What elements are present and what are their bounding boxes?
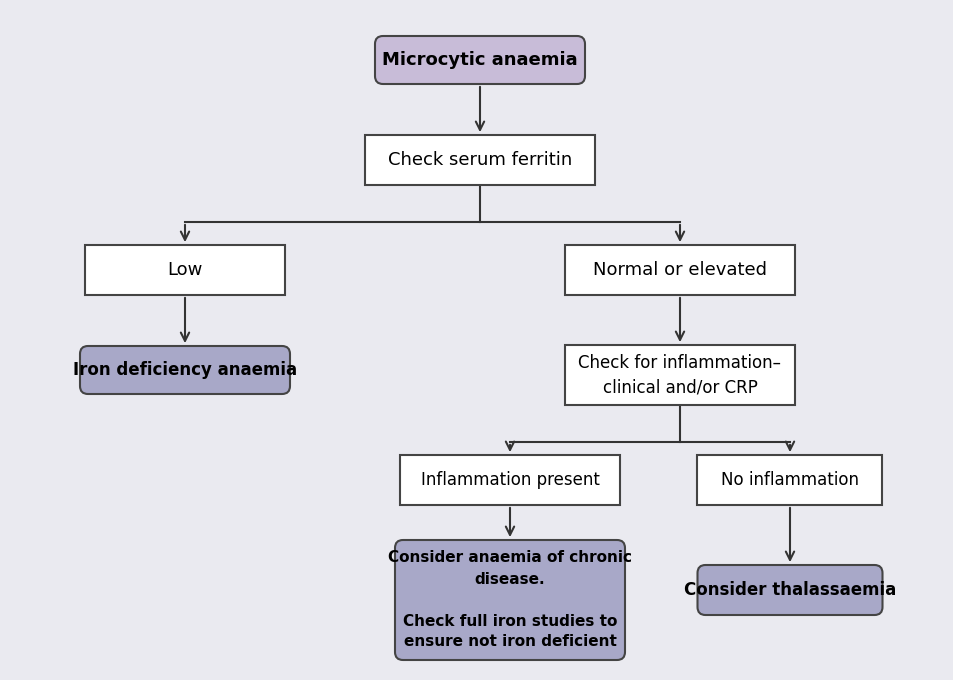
FancyBboxPatch shape (85, 245, 285, 295)
FancyBboxPatch shape (564, 245, 794, 295)
FancyBboxPatch shape (365, 135, 595, 185)
Text: Check for inflammation–
clinical and/or CRP: Check for inflammation– clinical and/or … (578, 354, 781, 396)
FancyBboxPatch shape (395, 540, 624, 660)
FancyBboxPatch shape (375, 36, 584, 84)
FancyBboxPatch shape (697, 565, 882, 615)
Text: Consider anaemia of chronic
disease.

Check full iron studies to
ensure not iron: Consider anaemia of chronic disease. Che… (388, 551, 631, 649)
Text: Microcytic anaemia: Microcytic anaemia (382, 51, 578, 69)
FancyBboxPatch shape (564, 345, 794, 405)
Text: Consider thalassaemia: Consider thalassaemia (683, 581, 895, 599)
Text: Inflammation present: Inflammation present (420, 471, 598, 489)
Text: No inflammation: No inflammation (720, 471, 858, 489)
Text: Normal or elevated: Normal or elevated (593, 261, 766, 279)
Text: Low: Low (167, 261, 202, 279)
FancyBboxPatch shape (80, 346, 290, 394)
FancyBboxPatch shape (697, 455, 882, 505)
Text: Check serum ferritin: Check serum ferritin (388, 151, 572, 169)
FancyBboxPatch shape (399, 455, 619, 505)
Text: Iron deficiency anaemia: Iron deficiency anaemia (72, 361, 296, 379)
